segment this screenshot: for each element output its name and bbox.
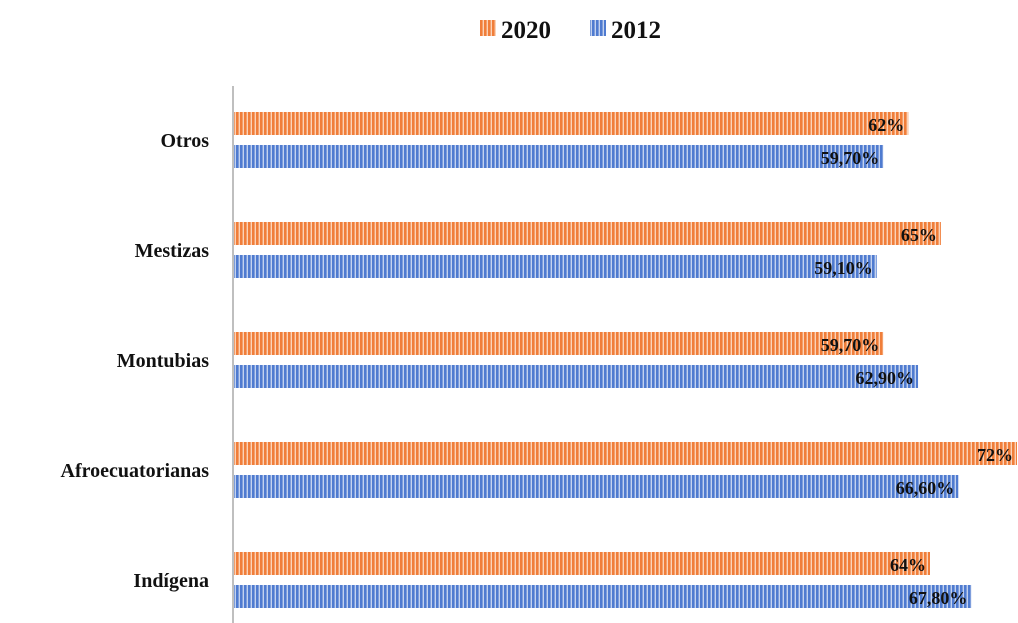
category-label-2: Montubias: [117, 350, 209, 372]
category-label-0: Otros: [160, 130, 209, 152]
legend-swatch-2012: [590, 20, 606, 36]
category-label-3: Afroecuatorianas: [61, 460, 210, 482]
value-label-2012-3: 66,60%: [896, 478, 955, 498]
bar-2020-2: [234, 332, 884, 355]
legend: 2020 2012: [480, 17, 661, 44]
value-labels: 62% 59,70% 65% 59,10% 59,70% 62,90% 72% 66,60% 6…: [814, 115, 1013, 608]
bar-2012-2: [234, 365, 919, 388]
category-label-4: Indígena: [133, 570, 209, 592]
value-label-2020-0: 62%: [868, 115, 904, 135]
category-label-1: Mestizas: [135, 240, 210, 262]
value-label-2020-3: 72%: [977, 445, 1013, 465]
bar-2020-0: [234, 112, 909, 135]
bar-2012-1: [234, 255, 877, 278]
value-label-2012-4: 67,80%: [909, 588, 968, 608]
legend-swatch-2020: [480, 20, 496, 36]
bar-2020-3: [234, 442, 1017, 465]
legend-label-2020: 2020: [501, 17, 551, 44]
legend-label-2012: 2012: [611, 17, 661, 44]
value-label-2020-2: 59,70%: [821, 335, 880, 355]
bars: [234, 112, 1017, 608]
value-label-2012-2: 62,90%: [856, 368, 915, 388]
value-label-2020-4: 64%: [890, 555, 926, 575]
value-label-2012-1: 59,10%: [814, 258, 873, 278]
value-label-2012-0: 59,70%: [821, 148, 880, 168]
bar-2012-3: [234, 475, 959, 498]
value-label-2020-1: 65%: [901, 225, 937, 245]
category-labels: Otros Mestizas Montubias Afroecuatorianas In…: [61, 130, 210, 592]
bar-2012-0: [234, 145, 884, 168]
bar-2012-4: [234, 585, 972, 608]
bar-2020-4: [234, 552, 930, 575]
bar-2020-1: [234, 222, 941, 245]
